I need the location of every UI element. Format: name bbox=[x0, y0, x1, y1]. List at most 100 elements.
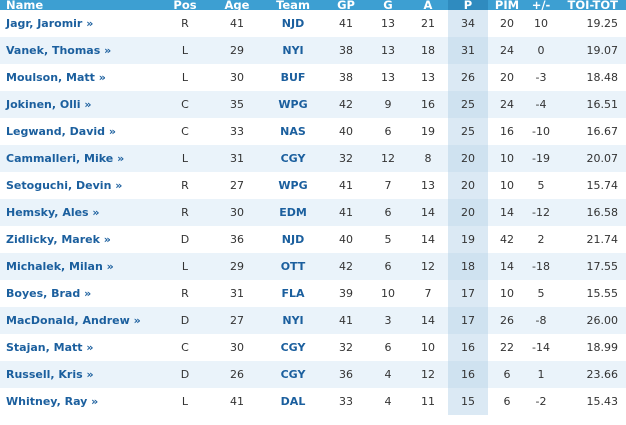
player-name-link[interactable]: Setoguchi, Devin » bbox=[6, 179, 123, 192]
cell-team: CGY bbox=[262, 334, 324, 361]
cell-age: 33 bbox=[212, 118, 262, 145]
cell-a: 16 bbox=[408, 91, 448, 118]
team-link[interactable]: NYI bbox=[282, 44, 304, 57]
cell-team: WPG bbox=[262, 91, 324, 118]
cell-pos: D bbox=[158, 307, 212, 334]
player-name-link[interactable]: Hemsky, Ales » bbox=[6, 206, 100, 219]
column-header-p[interactable]: P bbox=[448, 0, 488, 10]
cell-plus-minus: 5 bbox=[526, 280, 556, 307]
cell-age: 29 bbox=[212, 253, 262, 280]
cell-gp: 41 bbox=[324, 199, 368, 226]
cell-p: 16 bbox=[448, 361, 488, 388]
cell-a: 19 bbox=[408, 118, 448, 145]
player-name-link[interactable]: Vanek, Thomas » bbox=[6, 44, 112, 57]
cell-gp: 33 bbox=[324, 388, 368, 415]
cell-p: 18 bbox=[448, 253, 488, 280]
cell-team: WPG bbox=[262, 172, 324, 199]
player-name-link[interactable]: Michalek, Milan » bbox=[6, 260, 114, 273]
cell-pim: 26 bbox=[488, 307, 526, 334]
cell-plus-minus: 2 bbox=[526, 226, 556, 253]
team-link[interactable]: OTT bbox=[280, 260, 306, 273]
cell-p: 25 bbox=[448, 118, 488, 145]
player-name-link[interactable]: Legwand, David » bbox=[6, 125, 116, 138]
cell-p: 17 bbox=[448, 307, 488, 334]
player-name-link[interactable]: Zidlicky, Marek » bbox=[6, 233, 111, 246]
table-body: Jagr, Jaromir » R 41 NJD 41 13 21 34 20 10 19.25 Va… bbox=[0, 10, 626, 415]
cell-name: Setoguchi, Devin » bbox=[0, 172, 158, 199]
team-link[interactable]: FLA bbox=[281, 287, 305, 300]
cell-pos: L bbox=[158, 253, 212, 280]
cell-pim: 10 bbox=[488, 172, 526, 199]
team-link[interactable]: CGY bbox=[280, 152, 306, 165]
column-header-team[interactable]: Team bbox=[262, 0, 324, 10]
player-name-link[interactable]: Stajan, Matt » bbox=[6, 341, 94, 354]
cell-toi: 20.07 bbox=[556, 145, 626, 172]
cell-pos: R bbox=[158, 172, 212, 199]
cell-p: 16 bbox=[448, 334, 488, 361]
cell-gp: 38 bbox=[324, 64, 368, 91]
cell-a: 14 bbox=[408, 307, 448, 334]
cell-team: NYI bbox=[262, 37, 324, 64]
team-link[interactable]: WPG bbox=[278, 98, 308, 111]
player-name-link[interactable]: Cammalleri, Mike » bbox=[6, 152, 125, 165]
cell-name: Hemsky, Ales » bbox=[0, 199, 158, 226]
column-header-g[interactable]: G bbox=[368, 0, 408, 10]
team-link[interactable]: DAL bbox=[280, 395, 306, 408]
cell-team: NJD bbox=[262, 10, 324, 37]
team-link[interactable]: WPG bbox=[278, 179, 308, 192]
cell-gp: 41 bbox=[324, 10, 368, 37]
player-name-link[interactable]: Russell, Kris » bbox=[6, 368, 94, 381]
cell-age: 31 bbox=[212, 145, 262, 172]
team-link[interactable]: BUF bbox=[280, 71, 306, 84]
column-header-age[interactable]: Age bbox=[212, 0, 262, 10]
cell-pim: 20 bbox=[488, 10, 526, 37]
player-name-link[interactable]: Moulson, Matt » bbox=[6, 71, 106, 84]
team-link[interactable]: NJD bbox=[281, 17, 305, 30]
team-link[interactable]: NAS bbox=[280, 125, 306, 138]
column-header-gp[interactable]: GP bbox=[324, 0, 368, 10]
player-name-link[interactable]: Boyes, Brad » bbox=[6, 287, 92, 300]
team-link[interactable]: NJD bbox=[281, 233, 305, 246]
player-name-link[interactable]: Jokinen, Olli » bbox=[6, 98, 92, 111]
column-header-pim[interactable]: PIM bbox=[488, 0, 526, 10]
team-link[interactable]: EDM bbox=[279, 206, 307, 219]
player-name-link[interactable]: Whitney, Ray » bbox=[6, 395, 99, 408]
cell-team: DAL bbox=[262, 388, 324, 415]
cell-name: Jagr, Jaromir » bbox=[0, 10, 158, 37]
cell-pim: 42 bbox=[488, 226, 526, 253]
cell-pos: C bbox=[158, 91, 212, 118]
cell-a: 11 bbox=[408, 388, 448, 415]
cell-pim: 20 bbox=[488, 64, 526, 91]
player-name-link[interactable]: Jagr, Jaromir » bbox=[6, 17, 94, 30]
team-link[interactable]: NYI bbox=[282, 314, 304, 327]
column-header-pos[interactable]: Pos bbox=[158, 0, 212, 10]
team-link[interactable]: CGY bbox=[280, 341, 306, 354]
cell-team: EDM bbox=[262, 199, 324, 226]
cell-p: 17 bbox=[448, 280, 488, 307]
cell-team: NAS bbox=[262, 118, 324, 145]
table-row: Boyes, Brad » R 31 FLA 39 10 7 17 10 5 15.55 bbox=[0, 280, 626, 307]
cell-plus-minus: -14 bbox=[526, 334, 556, 361]
team-link[interactable]: CGY bbox=[280, 368, 306, 381]
column-header-plus-minus[interactable]: +/- bbox=[526, 0, 556, 10]
cell-pos: R bbox=[158, 280, 212, 307]
cell-toi: 15.43 bbox=[556, 388, 626, 415]
cell-gp: 42 bbox=[324, 253, 368, 280]
cell-pim: 22 bbox=[488, 334, 526, 361]
column-header-toi[interactable]: TOI-TOT bbox=[556, 0, 626, 10]
cell-g: 4 bbox=[368, 361, 408, 388]
table-row: Hemsky, Ales » R 30 EDM 41 6 14 20 14 -12 16.58 bbox=[0, 199, 626, 226]
cell-pos: D bbox=[158, 226, 212, 253]
cell-plus-minus: -10 bbox=[526, 118, 556, 145]
player-name-link[interactable]: MacDonald, Andrew » bbox=[6, 314, 141, 327]
cell-age: 26 bbox=[212, 361, 262, 388]
column-header-name[interactable]: Name bbox=[0, 0, 158, 10]
cell-g: 13 bbox=[368, 64, 408, 91]
cell-p: 20 bbox=[448, 172, 488, 199]
cell-toi: 18.99 bbox=[556, 334, 626, 361]
cell-name: Vanek, Thomas » bbox=[0, 37, 158, 64]
cell-g: 4 bbox=[368, 388, 408, 415]
column-header-a[interactable]: A bbox=[408, 0, 448, 10]
cell-a: 10 bbox=[408, 334, 448, 361]
cell-team: FLA bbox=[262, 280, 324, 307]
